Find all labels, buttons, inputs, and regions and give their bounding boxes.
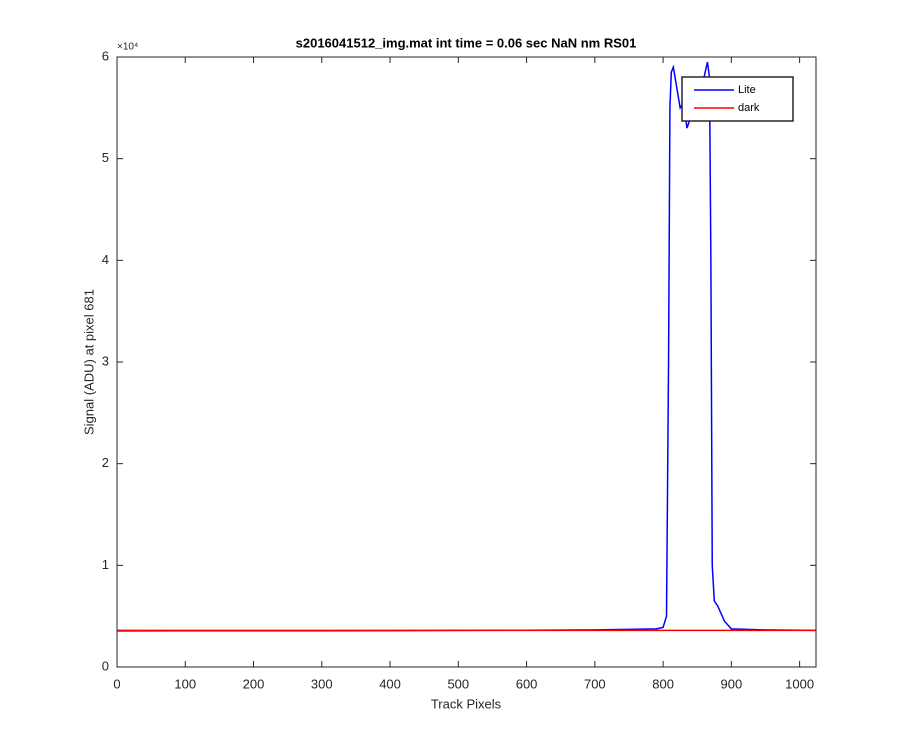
y-tick-label: 1 xyxy=(102,557,109,572)
x-tick-label: 500 xyxy=(447,676,469,691)
y-tick-label: 0 xyxy=(102,658,109,673)
plot-area xyxy=(117,57,816,667)
y-tick-label: 6 xyxy=(102,48,109,63)
x-tick-label: 0 xyxy=(113,676,120,691)
x-tick-label: 900 xyxy=(721,676,743,691)
legend-label: Lite xyxy=(738,84,756,96)
x-tick-label: 300 xyxy=(311,676,333,691)
x-tick-label: 400 xyxy=(379,676,401,691)
x-tick-label: 800 xyxy=(652,676,674,691)
y-tick-label: 5 xyxy=(102,150,109,165)
axes-box xyxy=(116,56,817,668)
x-tick-label: 600 xyxy=(516,676,538,691)
y-tick-label: 2 xyxy=(102,455,109,470)
y-exponent-label: ×10⁴ xyxy=(117,42,138,53)
legend-label: dark xyxy=(738,102,760,114)
x-tick-label: 1000 xyxy=(785,676,814,691)
x-tick-label: 200 xyxy=(243,676,265,691)
legend-box xyxy=(681,76,794,122)
y-axis-label: Signal (ADU) at pixel 681 xyxy=(81,289,96,435)
x-tick-label: 700 xyxy=(584,676,606,691)
y-tick-label: 4 xyxy=(102,252,109,267)
x-axis-label: Track Pixels xyxy=(431,696,502,711)
y-tick-label: 3 xyxy=(102,353,109,368)
x-tick-label: 100 xyxy=(174,676,196,691)
chart-title: s2016041512_img.mat int time = 0.06 sec … xyxy=(296,35,637,50)
